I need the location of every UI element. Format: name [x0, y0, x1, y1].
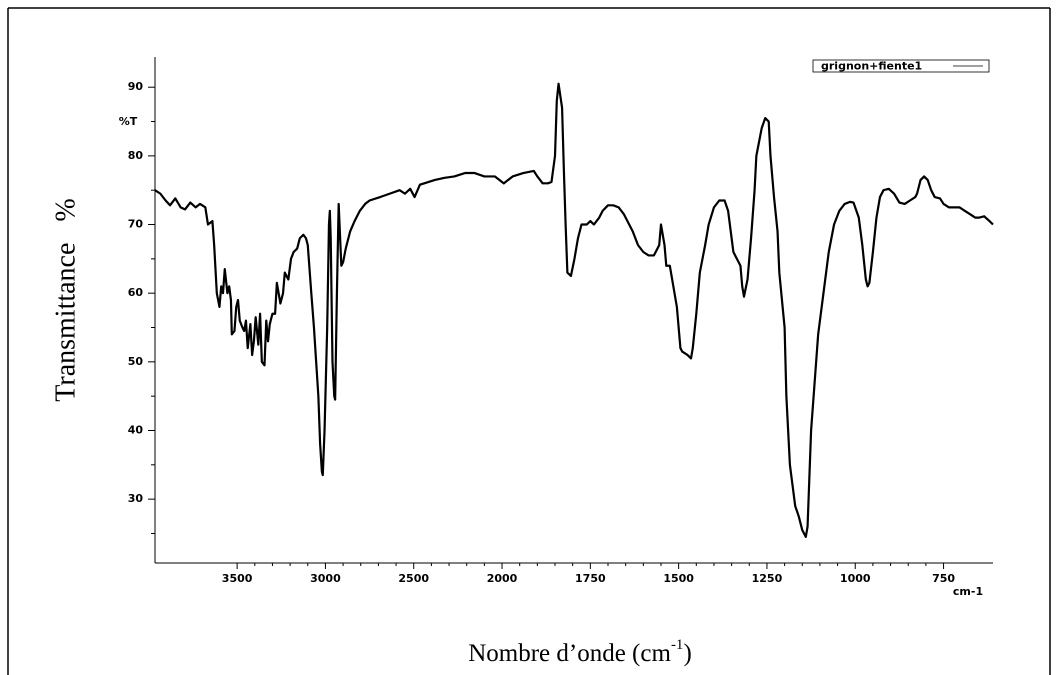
- x-tick-label: 2000: [487, 572, 518, 585]
- x-axis-title-main: Nombre d’onde (cm: [468, 640, 671, 667]
- x-axis-title: Nombre d’onde (cm-1): [468, 637, 692, 666]
- x-tick-label: 1500: [663, 572, 694, 585]
- x-tick-label: 2500: [398, 572, 429, 585]
- y-tick-label: 90: [128, 80, 144, 93]
- y-tick-label: 80: [128, 149, 144, 162]
- x-tick-label: 3000: [310, 572, 341, 585]
- y-tick-label: 30: [128, 492, 144, 505]
- x-tick-label: 1750: [575, 572, 606, 585]
- x-unit: cm-1: [953, 585, 983, 598]
- x-tick-label: 1250: [752, 572, 783, 585]
- x-axis-title-end: ): [683, 640, 691, 667]
- y-tick-label: 60: [128, 286, 144, 299]
- legend-label: grignon+fiente1: [821, 60, 922, 73]
- y-unit: %T: [119, 115, 138, 128]
- y-axis-title: Transmittance %: [50, 198, 81, 402]
- x-tick-label: 1000: [840, 572, 871, 585]
- y-tick-label: 70: [128, 218, 144, 231]
- x-tick-label: 3500: [222, 572, 253, 585]
- legend-box: [812, 59, 990, 73]
- x-axis-title-superscript: -1: [671, 637, 684, 653]
- x-tick-label: 750: [932, 572, 955, 585]
- y-tick-label: 50: [128, 355, 144, 368]
- y-tick-label: 40: [128, 423, 144, 436]
- spectrum-line: [154, 82, 994, 539]
